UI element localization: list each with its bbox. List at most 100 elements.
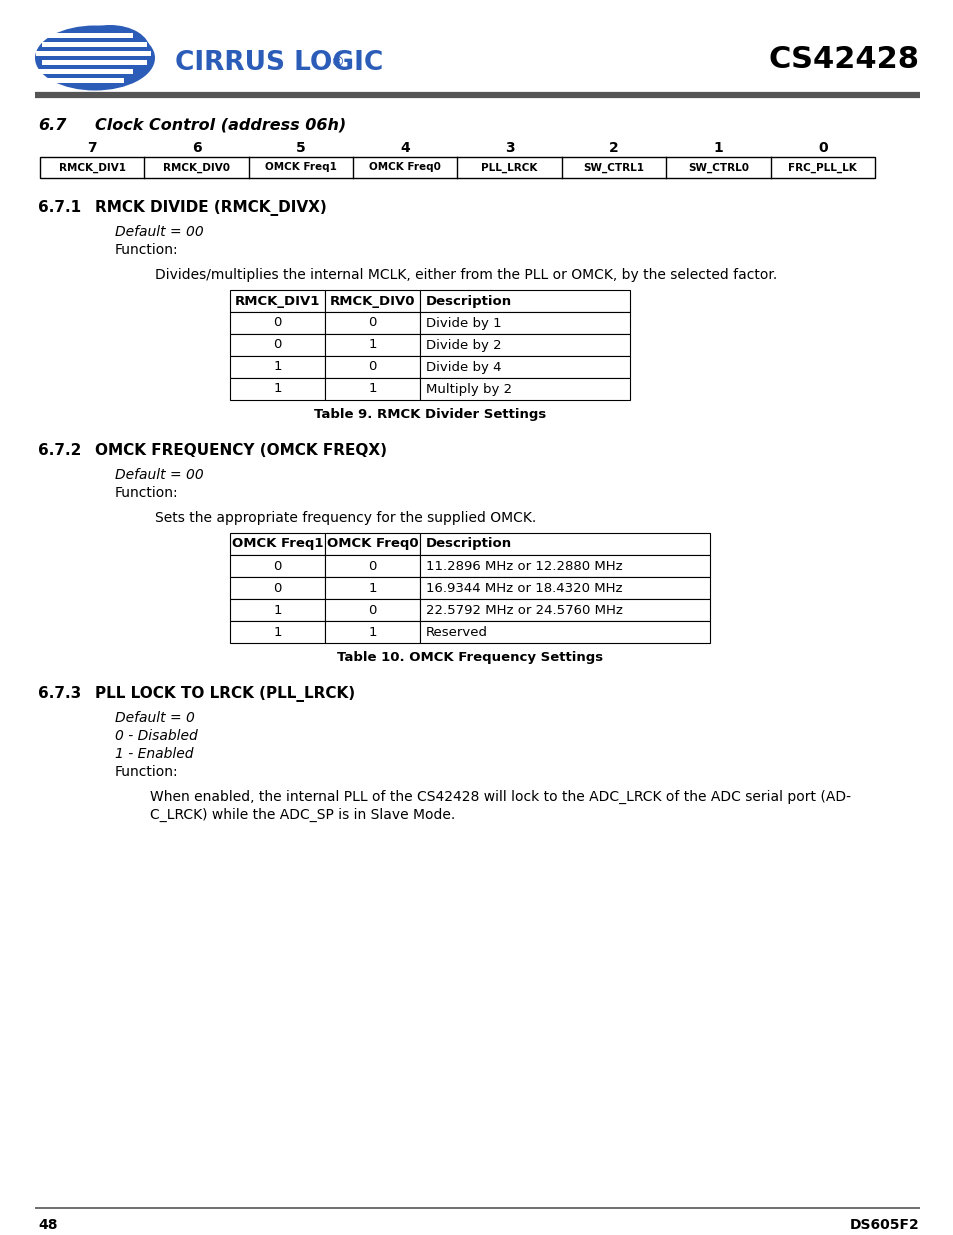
Text: 0: 0 — [817, 141, 827, 156]
Bar — [38, 33, 132, 38]
Bar — [38, 69, 132, 74]
Text: ®: ® — [330, 56, 343, 70]
Bar — [230, 312, 325, 333]
Bar — [325, 290, 419, 312]
Text: 22.5792 MHz or 24.5760 MHz: 22.5792 MHz or 24.5760 MHz — [426, 604, 622, 616]
Text: 16.9344 MHz or 18.4320 MHz: 16.9344 MHz or 18.4320 MHz — [426, 582, 622, 594]
Bar — [230, 621, 325, 643]
Text: Divide by 1: Divide by 1 — [426, 316, 501, 330]
Text: 1 - Enabled: 1 - Enabled — [115, 747, 193, 761]
Text: 6.7.3: 6.7.3 — [38, 685, 81, 701]
Text: 0: 0 — [368, 361, 376, 373]
Text: RMCK_DIV0: RMCK_DIV0 — [163, 162, 230, 173]
Text: 0: 0 — [273, 559, 281, 573]
Bar — [325, 312, 419, 333]
Text: OMCK Freq1: OMCK Freq1 — [232, 537, 323, 551]
Bar — [325, 534, 419, 555]
Text: 4: 4 — [400, 141, 410, 156]
Text: Function:: Function: — [115, 487, 178, 500]
Bar — [419, 312, 629, 333]
Ellipse shape — [70, 25, 150, 75]
Text: RMCK_DIV1: RMCK_DIV1 — [59, 162, 126, 173]
Text: Divide by 4: Divide by 4 — [426, 361, 501, 373]
Bar — [325, 356, 419, 378]
Text: 0: 0 — [368, 559, 376, 573]
Text: Table 9. RMCK Divider Settings: Table 9. RMCK Divider Settings — [314, 408, 545, 421]
Bar — [419, 290, 629, 312]
Bar — [36, 51, 151, 56]
Text: 6.7: 6.7 — [38, 119, 67, 133]
Text: CS42428: CS42428 — [768, 46, 919, 74]
Text: OMCK Freq0: OMCK Freq0 — [369, 163, 441, 173]
Bar — [230, 356, 325, 378]
Bar — [230, 333, 325, 356]
Text: 11.2896 MHz or 12.2880 MHz: 11.2896 MHz or 12.2880 MHz — [426, 559, 622, 573]
Bar — [325, 378, 419, 400]
Bar — [44, 78, 124, 83]
Text: Clock Control (address 06h): Clock Control (address 06h) — [95, 119, 346, 133]
Text: C_LRCK) while the ADC_SP is in Slave Mode.: C_LRCK) while the ADC_SP is in Slave Mod… — [150, 808, 455, 823]
Text: Description: Description — [426, 294, 512, 308]
Text: Multiply by 2: Multiply by 2 — [426, 383, 512, 395]
Text: 6.7.1: 6.7.1 — [38, 200, 81, 215]
Text: 7: 7 — [88, 141, 97, 156]
Bar — [230, 577, 325, 599]
Text: OMCK Freq1: OMCK Freq1 — [265, 163, 336, 173]
Text: 6.7.2: 6.7.2 — [38, 443, 81, 458]
Text: DS605F2: DS605F2 — [849, 1218, 919, 1233]
Text: 1: 1 — [273, 604, 281, 616]
Bar — [230, 534, 325, 555]
Text: 0 - Disabled: 0 - Disabled — [115, 729, 197, 743]
Text: 48: 48 — [38, 1218, 57, 1233]
Text: SW_CTRL0: SW_CTRL0 — [687, 162, 748, 173]
Text: FRC_PLL_LK: FRC_PLL_LK — [787, 162, 857, 173]
Bar — [419, 333, 629, 356]
Bar — [325, 555, 419, 577]
Text: Divides/multiplies the internal MCLK, either from the PLL or OMCK, by the select: Divides/multiplies the internal MCLK, ei… — [154, 268, 777, 282]
Text: Description: Description — [426, 537, 512, 551]
Text: Divide by 2: Divide by 2 — [426, 338, 501, 352]
Text: 1: 1 — [273, 361, 281, 373]
Text: OMCK FREQUENCY (OMCK FREQX): OMCK FREQUENCY (OMCK FREQX) — [95, 443, 387, 458]
Bar — [419, 621, 709, 643]
Text: PLL LOCK TO LRCK (PLL_LRCK): PLL LOCK TO LRCK (PLL_LRCK) — [95, 685, 355, 701]
Text: SW_CTRL1: SW_CTRL1 — [583, 162, 644, 173]
Text: 0: 0 — [273, 316, 281, 330]
Text: Function:: Function: — [115, 243, 178, 257]
Bar — [419, 599, 709, 621]
Bar — [230, 290, 325, 312]
Bar — [40, 157, 874, 178]
Bar — [325, 333, 419, 356]
Text: Sets the appropriate frequency for the supplied OMCK.: Sets the appropriate frequency for the s… — [154, 511, 536, 525]
Text: 1: 1 — [368, 625, 376, 638]
Text: Default = 00: Default = 00 — [115, 468, 204, 482]
Bar — [325, 621, 419, 643]
Text: RMCK DIVIDE (RMCK_DIVX): RMCK DIVIDE (RMCK_DIVX) — [95, 200, 327, 216]
Text: RMCK_DIV1: RMCK_DIV1 — [234, 294, 320, 308]
Text: Default = 00: Default = 00 — [115, 225, 204, 240]
Bar — [230, 378, 325, 400]
Bar — [42, 42, 147, 47]
Text: 1: 1 — [368, 582, 376, 594]
Text: 5: 5 — [295, 141, 306, 156]
Text: Reserved: Reserved — [426, 625, 488, 638]
Text: 1: 1 — [273, 383, 281, 395]
Text: 3: 3 — [504, 141, 514, 156]
Text: RMCK_DIV0: RMCK_DIV0 — [330, 294, 415, 308]
Text: 1: 1 — [713, 141, 722, 156]
Text: PLL_LRCK: PLL_LRCK — [481, 162, 537, 173]
Bar — [419, 555, 709, 577]
Text: 0: 0 — [368, 316, 376, 330]
Text: Table 10. OMCK Frequency Settings: Table 10. OMCK Frequency Settings — [336, 651, 602, 664]
Text: 0: 0 — [273, 582, 281, 594]
Bar — [325, 599, 419, 621]
Text: 1: 1 — [273, 625, 281, 638]
Bar — [419, 356, 629, 378]
Text: 1: 1 — [368, 383, 376, 395]
Text: 6: 6 — [192, 141, 201, 156]
Text: 0: 0 — [368, 604, 376, 616]
Ellipse shape — [35, 26, 154, 90]
Bar — [419, 577, 709, 599]
Bar — [230, 599, 325, 621]
Bar — [419, 378, 629, 400]
